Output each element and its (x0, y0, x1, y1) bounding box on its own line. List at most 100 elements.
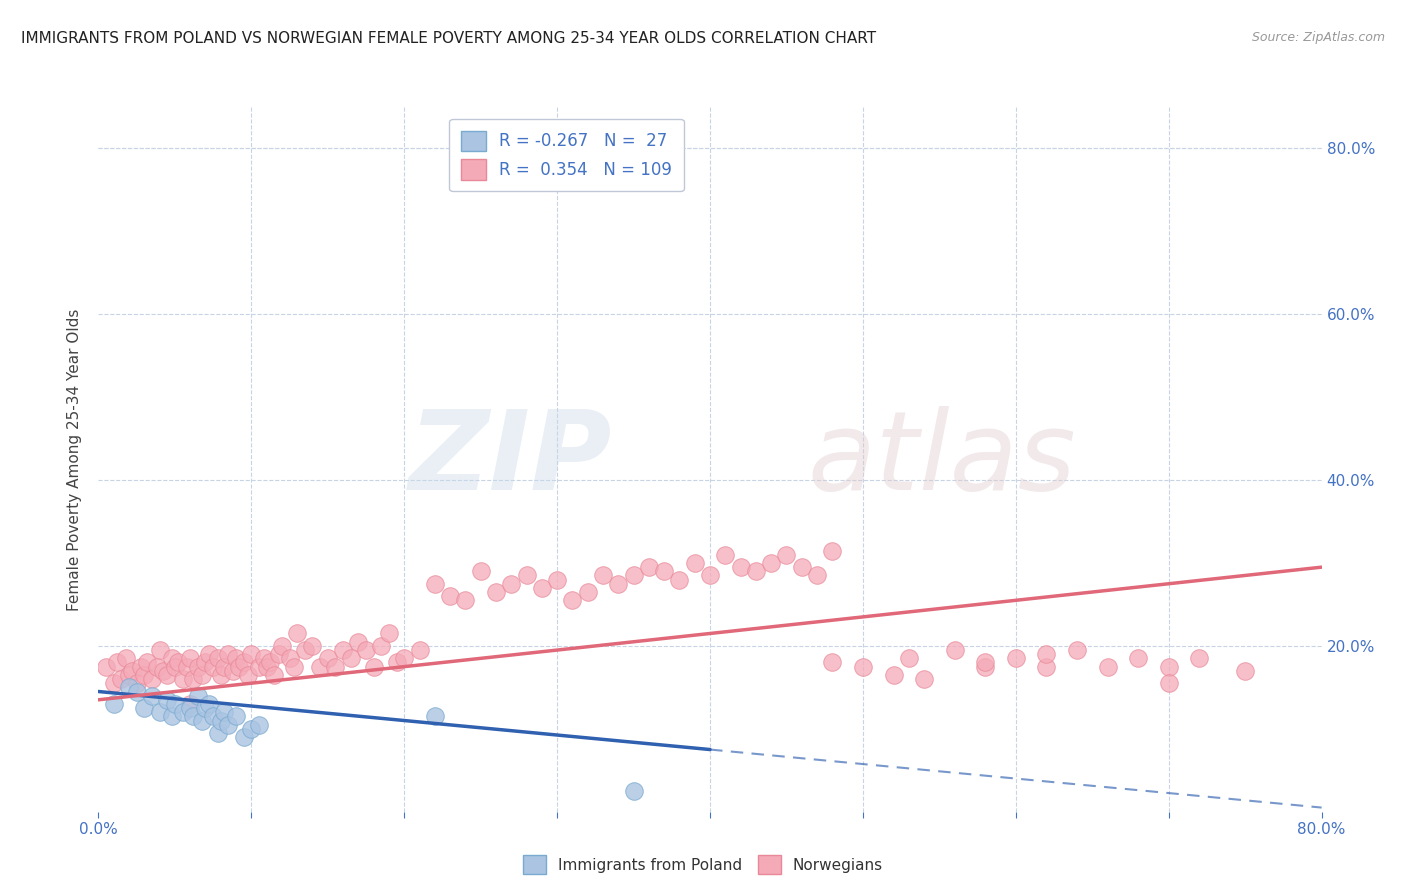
Point (485, 585, 508, 599)
Point (240, 722, 263, 736)
Point (309, 659, 332, 673)
Point (897, 651, 920, 665)
Point (325, 659, 347, 673)
Point (974, 659, 997, 673)
Legend: R = -0.267   N =  27, R =  0.354   N = 109: R = -0.267 N = 27, R = 0.354 N = 109 (450, 119, 683, 191)
Point (172, 672, 194, 686)
Point (1097, 659, 1119, 673)
Point (134, 701, 156, 715)
Text: atlas: atlas (808, 406, 1077, 513)
Point (209, 714, 232, 728)
Point (339, 651, 361, 665)
Point (912, 672, 935, 686)
Point (202, 659, 225, 673)
Point (149, 643, 172, 657)
Point (179, 701, 201, 715)
Point (212, 659, 235, 673)
Point (232, 656, 254, 670)
Point (1157, 659, 1180, 673)
Point (202, 709, 225, 723)
Point (194, 656, 217, 670)
Point (160, 651, 183, 665)
Point (385, 656, 408, 670)
Point (363, 659, 385, 673)
Point (141, 672, 163, 686)
Point (1188, 651, 1211, 665)
Point (217, 717, 239, 731)
Point (623, 568, 645, 582)
Point (103, 676, 125, 690)
Point (974, 656, 997, 670)
Text: Source: ZipAtlas.com: Source: ZipAtlas.com (1251, 31, 1385, 45)
Point (1234, 664, 1257, 678)
Point (392, 651, 416, 665)
Point (821, 656, 844, 670)
Point (228, 659, 250, 673)
Point (222, 664, 245, 678)
Point (370, 639, 392, 653)
Point (439, 589, 461, 603)
Point (294, 643, 316, 657)
Point (225, 651, 247, 665)
Point (172, 705, 194, 719)
Point (470, 564, 492, 578)
Point (852, 659, 875, 673)
Point (141, 689, 163, 703)
Point (408, 643, 430, 657)
Point (1004, 651, 1026, 665)
Point (207, 726, 229, 740)
Point (179, 697, 201, 711)
Point (332, 643, 354, 657)
Point (806, 568, 828, 582)
Point (217, 647, 239, 661)
Point (652, 564, 675, 578)
Point (354, 643, 377, 657)
Point (209, 668, 232, 682)
Point (423, 576, 446, 591)
Point (530, 581, 553, 595)
Y-axis label: Female Poverty Among 25-34 Year Olds: Female Poverty Among 25-34 Year Olds (67, 309, 83, 610)
Point (145, 659, 167, 673)
Point (1066, 643, 1088, 657)
Point (156, 693, 179, 707)
Point (232, 730, 254, 744)
Point (285, 626, 308, 640)
Point (197, 697, 219, 711)
Point (623, 784, 645, 798)
Point (191, 714, 214, 728)
Point (263, 668, 285, 682)
Point (592, 568, 614, 582)
Point (125, 684, 148, 698)
Point (637, 560, 661, 574)
Point (699, 568, 721, 582)
Point (714, 548, 737, 562)
Point (134, 668, 156, 682)
Text: ZIP: ZIP (409, 406, 612, 513)
Point (115, 651, 138, 665)
Point (129, 659, 152, 673)
Point (194, 701, 217, 715)
Point (252, 651, 274, 665)
Point (561, 593, 583, 607)
Point (501, 576, 523, 591)
Point (121, 664, 143, 678)
Point (110, 672, 132, 686)
Point (181, 672, 204, 686)
Point (316, 651, 339, 665)
Point (118, 668, 141, 682)
Point (125, 676, 148, 690)
Point (301, 639, 323, 653)
Point (668, 573, 690, 587)
Point (283, 659, 305, 673)
Point (179, 651, 201, 665)
Point (156, 668, 179, 682)
Legend: Immigrants from Poland, Norwegians: Immigrants from Poland, Norwegians (517, 849, 889, 880)
Point (730, 560, 752, 574)
Point (152, 664, 174, 678)
Point (943, 643, 966, 657)
Point (270, 639, 292, 653)
Point (212, 705, 235, 719)
Point (187, 689, 209, 703)
Point (378, 626, 401, 640)
Point (454, 593, 477, 607)
